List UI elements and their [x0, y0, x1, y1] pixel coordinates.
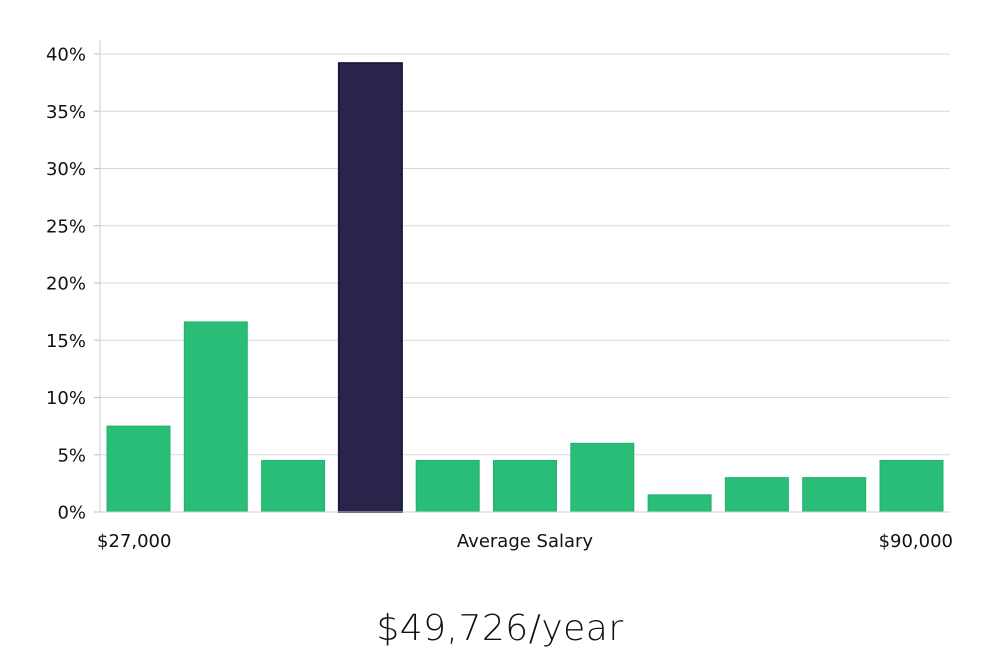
y-tick-label: 20%: [46, 274, 86, 295]
y-axis-ticks: 0% 5% 10% 15% 20% 25% 30% 35% 40%: [46, 45, 100, 524]
bar: [802, 477, 867, 513]
y-tick-label: 15%: [46, 331, 86, 352]
y-tick-label: 30%: [46, 159, 86, 180]
y-tick-label: 10%: [46, 388, 86, 409]
bar: [183, 321, 248, 513]
bar: [879, 459, 944, 513]
bar: [493, 459, 557, 513]
y-tick-label: 0%: [57, 503, 86, 524]
y-tick-label: 25%: [46, 216, 86, 237]
bar: [647, 494, 712, 513]
average-salary-value: $49,726/year: [376, 608, 624, 649]
bars: [106, 62, 944, 513]
bar: [106, 425, 171, 513]
y-tick-label: 35%: [46, 102, 86, 123]
x-axis-title: Average Salary: [457, 531, 594, 552]
salary-histogram: 0% 5% 10% 15% 20% 25% 30% 35% 40% $27,000 Averag…: [46, 40, 953, 552]
x-max-label: $90,000: [879, 531, 953, 552]
y-tick-label: 40%: [46, 45, 86, 66]
x-min-label: $27,000: [97, 531, 171, 552]
bar: [570, 442, 635, 513]
y-tick-label: 5%: [57, 445, 86, 466]
bar: [415, 459, 480, 513]
bar: [724, 477, 789, 513]
bar-highlighted: [337, 62, 403, 513]
bar: [261, 459, 326, 513]
